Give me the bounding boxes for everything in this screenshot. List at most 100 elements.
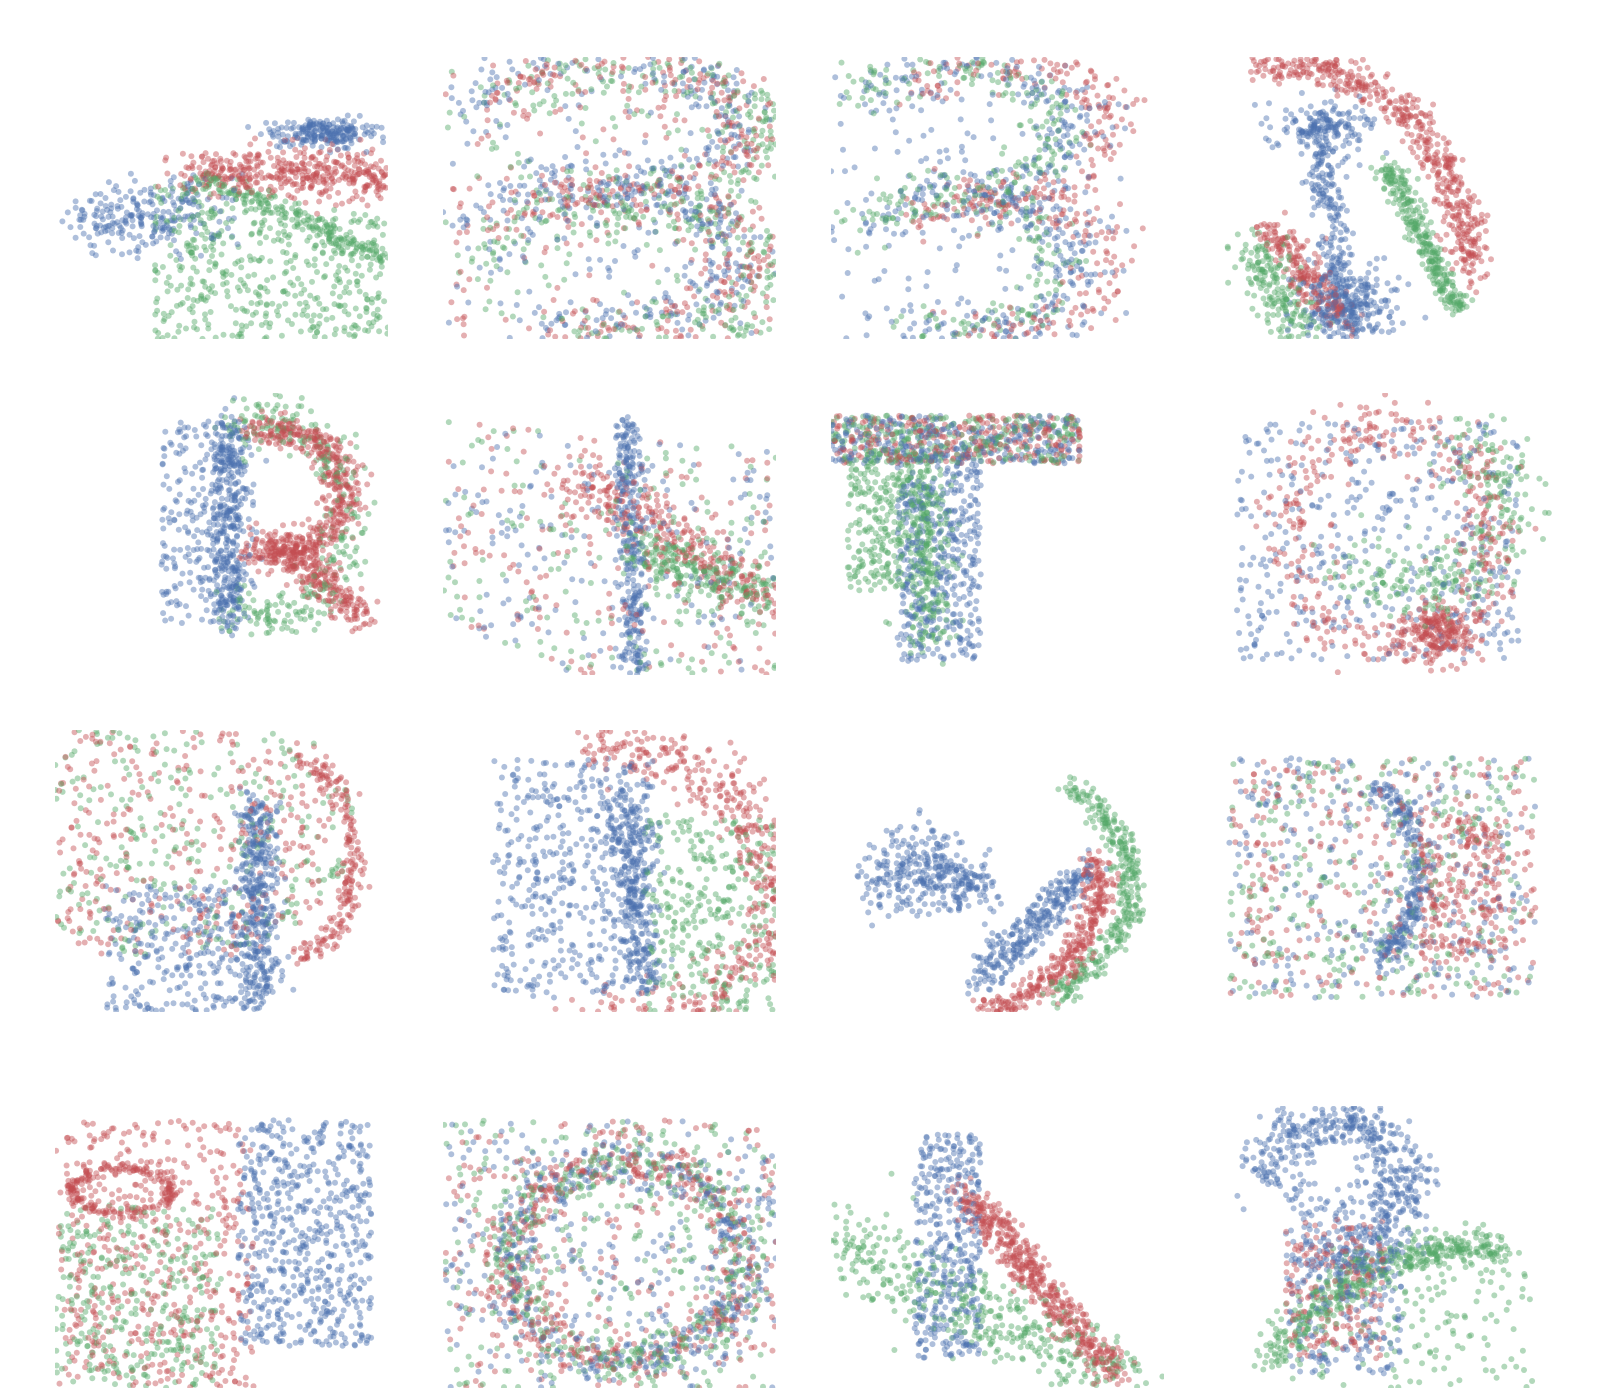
point: [224, 288, 231, 295]
point: [1388, 168, 1395, 174]
point: [1031, 77, 1038, 84]
point: [738, 127, 745, 134]
point: [313, 125, 319, 132]
point: [1063, 223, 1070, 230]
point: [372, 174, 379, 181]
point: [219, 175, 226, 182]
point: [219, 194, 226, 201]
point: [1423, 251, 1430, 258]
point: [507, 163, 514, 170]
point: [474, 141, 481, 147]
point: [266, 187, 273, 194]
point: [299, 125, 305, 132]
point: [729, 291, 735, 298]
point: [1302, 130, 1309, 137]
point: [355, 171, 362, 178]
point: [746, 265, 753, 272]
point: [965, 62, 972, 69]
point: [372, 220, 379, 227]
point: [207, 309, 214, 315]
point: [542, 218, 549, 225]
point: [572, 214, 579, 220]
point: [1101, 99, 1108, 105]
point: [616, 210, 623, 217]
point: [662, 190, 669, 197]
point: [934, 94, 941, 101]
point: [934, 324, 941, 330]
point: [299, 311, 306, 318]
point: [574, 144, 581, 150]
point: [1084, 308, 1091, 315]
point: [1096, 118, 1102, 125]
point: [252, 155, 259, 162]
point: [610, 63, 617, 70]
point: [300, 136, 307, 143]
point: [313, 171, 320, 177]
point: [1371, 325, 1378, 332]
point: [323, 157, 330, 164]
point: [365, 239, 372, 246]
point: [745, 241, 752, 248]
point: [1484, 212, 1491, 219]
point: [1104, 105, 1111, 112]
point: [1392, 190, 1399, 197]
point: [1336, 244, 1343, 251]
point: [1062, 239, 1069, 246]
point: [719, 231, 725, 238]
point: [626, 83, 632, 90]
point: [1325, 320, 1332, 327]
point: [677, 74, 683, 81]
point: [562, 334, 569, 339]
point: [745, 111, 751, 118]
point: [443, 219, 449, 226]
point: [917, 183, 924, 190]
point: [1381, 93, 1388, 100]
point: [508, 189, 515, 196]
point: [1331, 330, 1338, 337]
point: [152, 183, 159, 190]
point: [167, 217, 174, 224]
point: [935, 200, 942, 207]
point: [299, 160, 306, 167]
point: [715, 310, 722, 317]
point: [208, 208, 215, 215]
point: [1410, 211, 1417, 218]
point: [179, 199, 186, 206]
point: [77, 216, 84, 223]
point: [759, 141, 766, 148]
point: [708, 95, 715, 101]
point: [1050, 319, 1057, 326]
point: [1061, 62, 1068, 69]
point: [1017, 320, 1024, 327]
point: [706, 206, 713, 213]
point: [909, 206, 916, 213]
point: [963, 210, 970, 217]
point: [1414, 224, 1421, 231]
point: [648, 187, 655, 194]
point: [1058, 189, 1065, 196]
point: [517, 73, 524, 80]
point: [281, 167, 288, 174]
point: [1066, 221, 1073, 227]
point: [908, 90, 915, 97]
point: [333, 272, 339, 279]
point: [1390, 190, 1397, 197]
point: [1094, 205, 1101, 212]
point: [714, 97, 721, 104]
point: [301, 168, 308, 175]
point: [1417, 213, 1424, 220]
point: [704, 70, 711, 77]
point: [295, 200, 302, 207]
point: [179, 150, 186, 157]
point: [584, 314, 591, 321]
point: [188, 224, 194, 231]
point: [1293, 301, 1300, 308]
point: [1299, 128, 1306, 135]
point: [216, 172, 222, 179]
point: [1098, 129, 1105, 136]
point: [506, 334, 513, 339]
point: [310, 172, 317, 179]
point: [759, 319, 766, 326]
point: [672, 117, 679, 124]
point: [299, 126, 306, 133]
